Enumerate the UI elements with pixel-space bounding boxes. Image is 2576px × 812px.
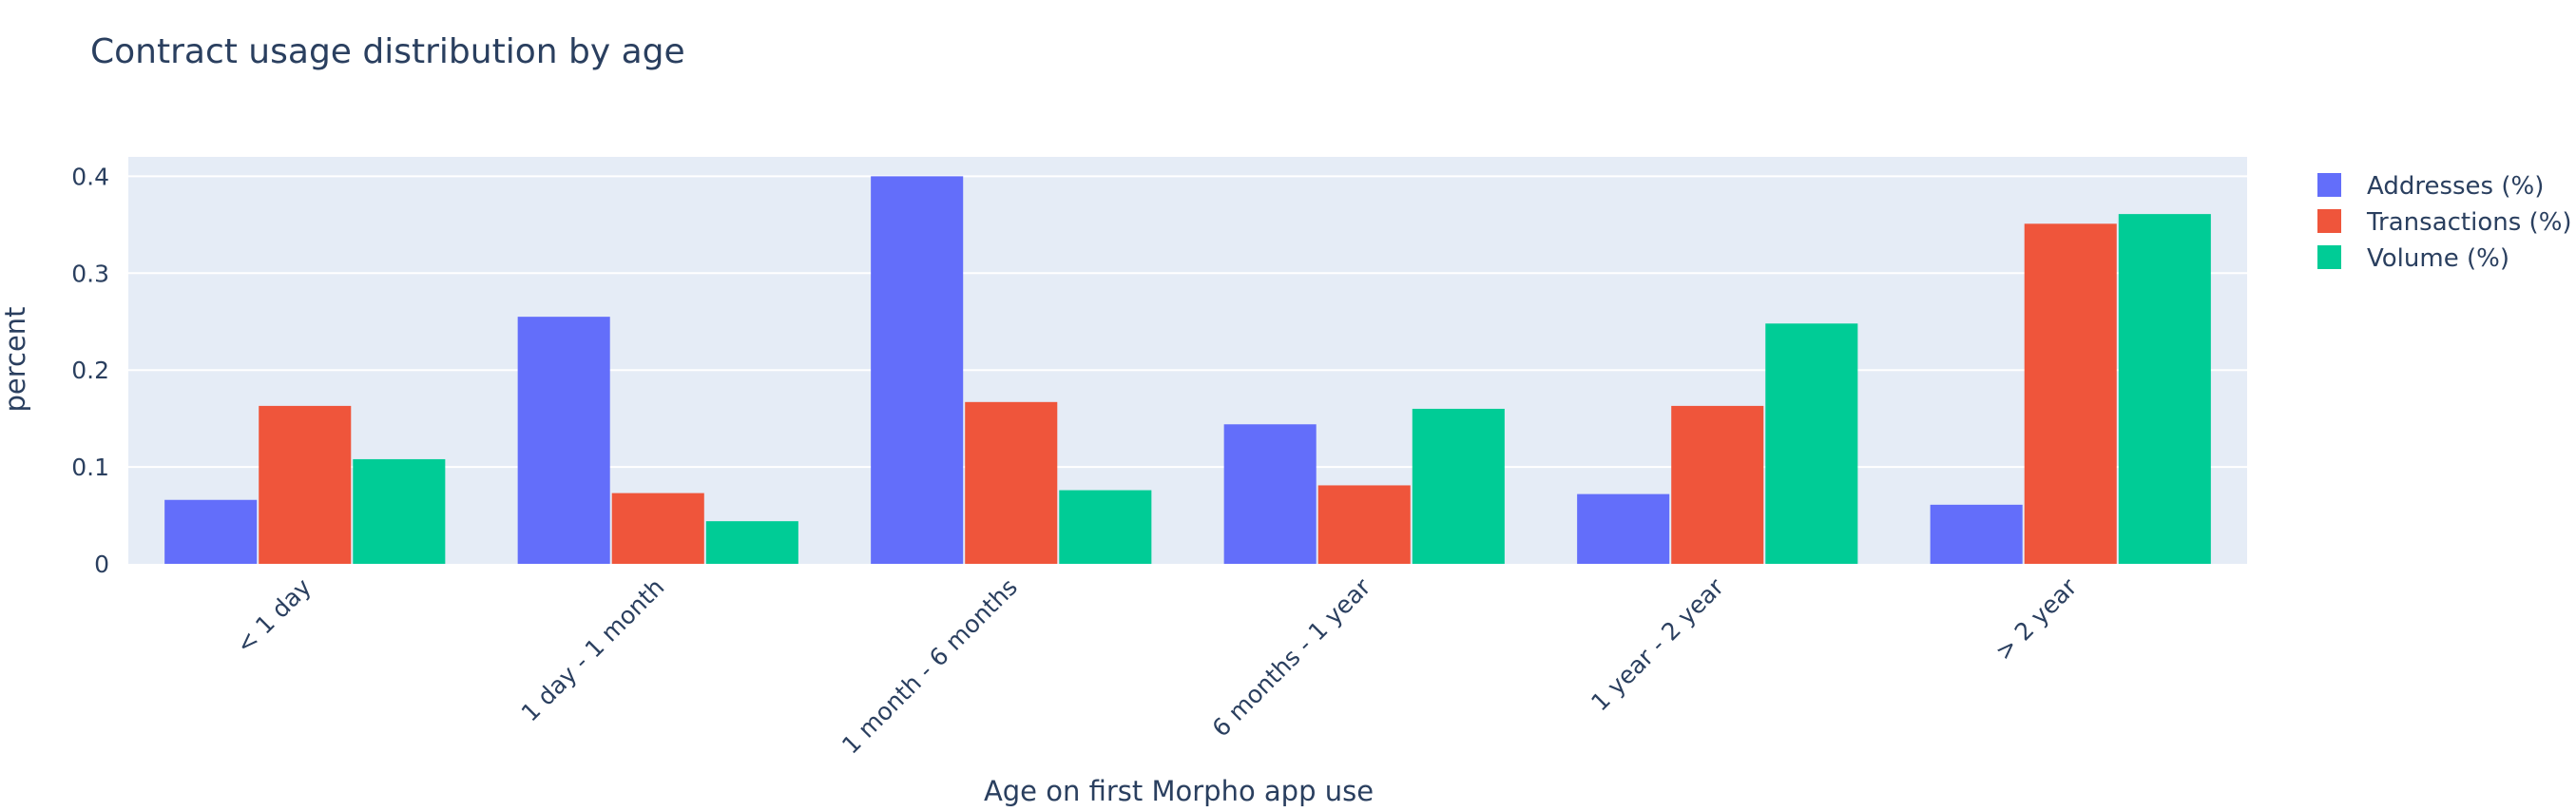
chart-title: Contract usage distribution by age (90, 32, 685, 71)
gridlines (128, 175, 2247, 469)
bar (1765, 323, 1858, 564)
y-axis-label: percent (0, 306, 31, 412)
bar (1412, 408, 1505, 564)
y-axis-ticks: 0 0.1 0.2 0.3 0.4 (71, 163, 109, 578)
x-tick-label: > 2 year (1990, 572, 2083, 666)
y-tick-label: 0 (94, 551, 109, 578)
bar (1059, 490, 1152, 564)
x-tick-label: < 1 day (231, 573, 317, 659)
bar (1671, 405, 1764, 564)
bar (1577, 493, 1670, 564)
bar (1223, 424, 1317, 564)
y-tick-label: 0.1 (71, 454, 109, 481)
bar (2118, 214, 2211, 564)
legend-entry: Volume (%) (2367, 244, 2509, 273)
bar (611, 493, 704, 564)
legend-swatch (2317, 209, 2341, 233)
bar (2024, 223, 2117, 565)
bar (705, 521, 798, 564)
x-axis-ticks: < 1 day 1 day - 1 month 1 month - 6 months… (231, 572, 2083, 759)
bar (259, 405, 352, 564)
bars (164, 176, 2211, 565)
legend-swatch (2317, 245, 2341, 269)
bar (164, 499, 258, 564)
x-tick-label: 1 day - 1 month (516, 573, 670, 727)
legend-entry: Transactions (%) (2366, 208, 2572, 237)
bar (353, 458, 446, 564)
bar (1930, 504, 2023, 564)
legend: Addresses (%) Transactions (%) Volume (%) (2317, 172, 2572, 273)
plot-area (128, 157, 2247, 564)
bar (517, 317, 610, 564)
y-tick-label: 0.2 (71, 357, 109, 384)
y-tick-label: 0.4 (71, 163, 109, 190)
x-axis-label: Age on first Morpho app use (984, 775, 1374, 807)
legend-entry: Addresses (%) (2367, 172, 2544, 201)
bar (1317, 485, 1411, 564)
x-tick-label: 1 month - 6 months (836, 573, 1023, 760)
legend-swatch (2317, 173, 2341, 197)
bar (965, 401, 1058, 564)
x-tick-label: 1 year - 2 year (1586, 572, 1729, 716)
y-tick-label: 0.3 (71, 260, 109, 287)
bar (871, 176, 964, 564)
x-tick-label: 6 months - 1 year (1207, 572, 1376, 742)
